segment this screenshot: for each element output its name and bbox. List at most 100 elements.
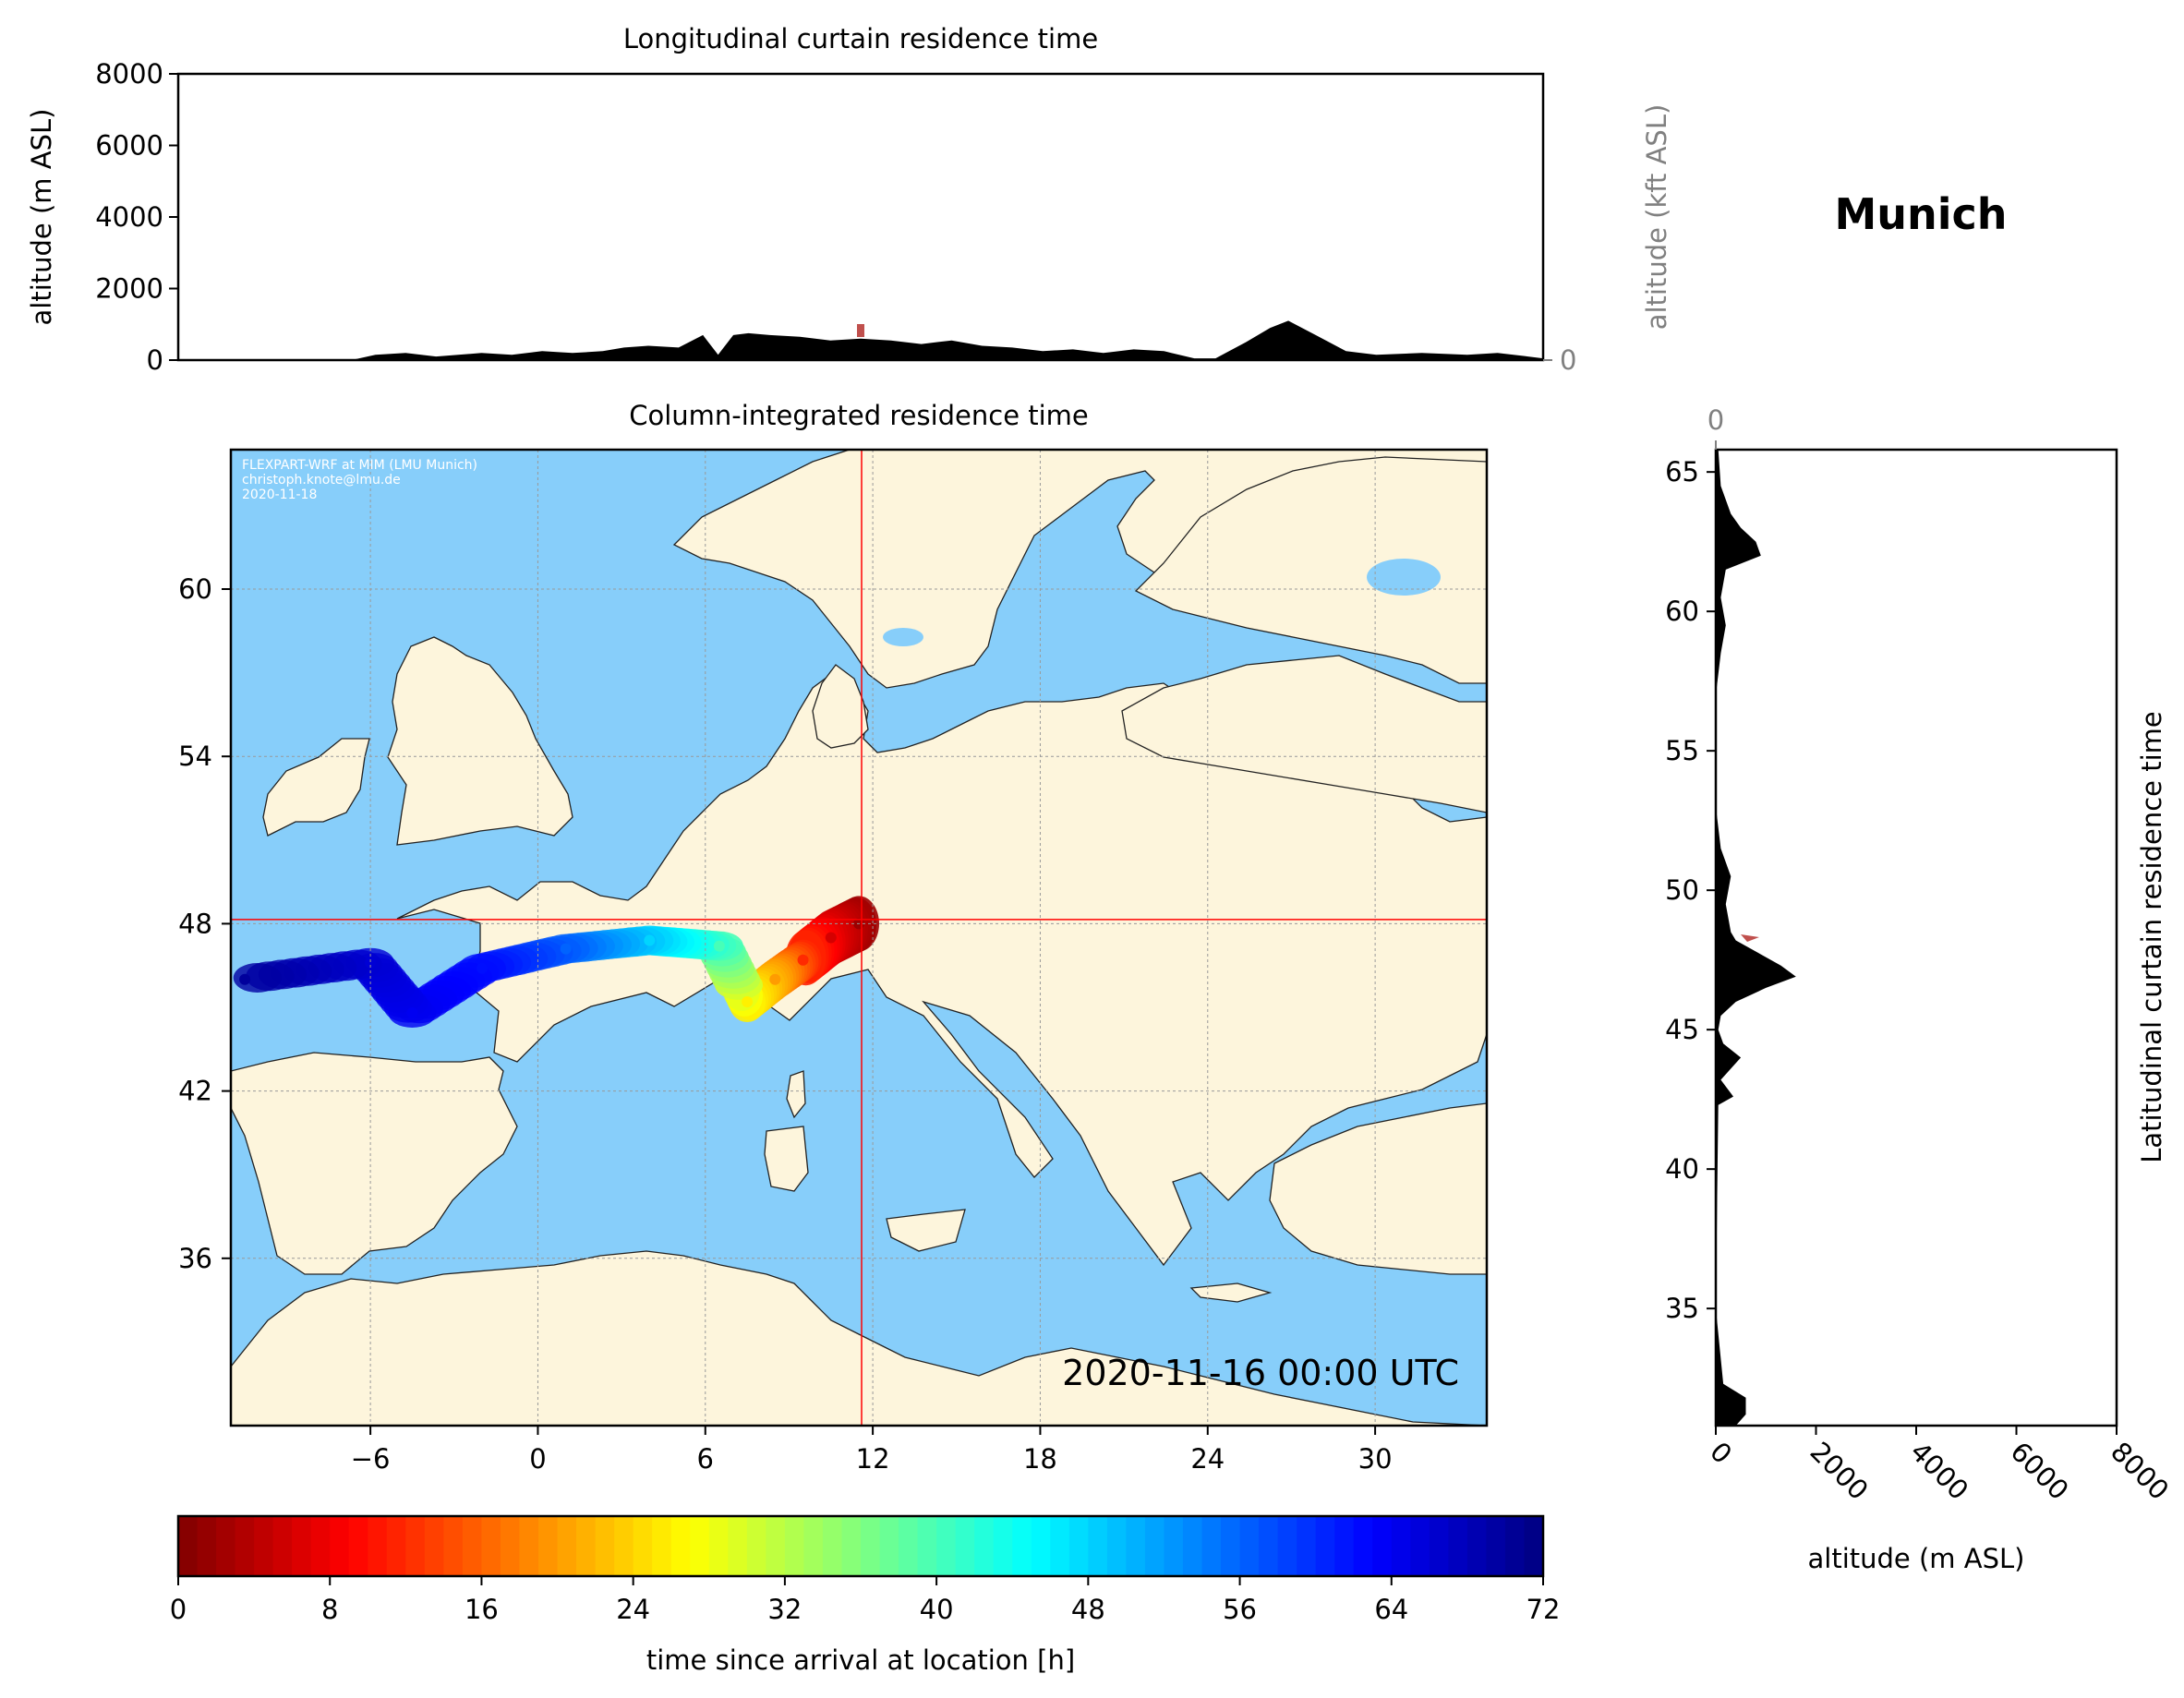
munich-crosshair xyxy=(231,450,1487,1426)
colorbar-tick-label: 8 xyxy=(321,1594,338,1625)
land-north-africa xyxy=(231,1250,1487,1426)
colorbar-cell xyxy=(178,1516,199,1576)
colorbar-cell xyxy=(368,1516,388,1576)
longitudinal-curtain-panel: Longitudinal curtain residence time 0 200… xyxy=(26,23,1672,376)
right-ytick-label: 40 xyxy=(1665,1153,1699,1185)
colorbar-cell xyxy=(993,1516,1013,1576)
colorbar-cell xyxy=(235,1516,255,1576)
land-crete xyxy=(1189,1283,1273,1303)
colorbar-cell xyxy=(936,1516,957,1576)
colorbar-cell xyxy=(974,1516,995,1576)
colorbar-cell xyxy=(405,1516,426,1576)
residence-marker xyxy=(857,324,864,337)
land-continental-europe xyxy=(396,673,1487,1267)
right-xtick-label: 0 xyxy=(1704,1436,1738,1470)
right-xtick-label: 4000 xyxy=(1904,1436,1974,1506)
colorbar-cell xyxy=(708,1516,729,1576)
colorbar-tick-label: 16 xyxy=(465,1594,499,1625)
colorbar-cell xyxy=(1315,1516,1335,1576)
colorbar-cell xyxy=(670,1516,691,1576)
colorbar-cell xyxy=(746,1516,766,1576)
map-title: Column-integrated residence time xyxy=(629,400,1089,431)
colorbar-frame xyxy=(176,1514,1545,1578)
top-ytick-label: 4000 xyxy=(95,201,163,233)
longitudinal-terrain-profile xyxy=(178,320,1543,360)
colorbar-cell xyxy=(292,1516,312,1576)
map-xtick-label: 12 xyxy=(856,1443,890,1475)
colorbar-cell xyxy=(1221,1516,1241,1576)
colorbar-cell xyxy=(595,1516,615,1576)
colorbar-tick-label: 24 xyxy=(616,1594,650,1625)
plume-point xyxy=(477,962,488,974)
top-ytick-label: 8000 xyxy=(95,58,163,90)
colorbar-tick-label: 32 xyxy=(767,1594,802,1625)
inset-credit-2: christoph.knote@lmu.de xyxy=(242,473,401,488)
colorbar-cell xyxy=(1259,1516,1279,1576)
right-ytick-label: 45 xyxy=(1665,1014,1699,1045)
colorbar-cell xyxy=(272,1516,293,1576)
land-sardinia xyxy=(764,1126,809,1192)
residence-time-plume xyxy=(233,896,879,1028)
map-axes-frame xyxy=(229,448,1489,1427)
inset-credit-3: 2020-11-18 xyxy=(242,488,317,502)
land-ireland xyxy=(262,738,370,837)
right-xtick-label: 6000 xyxy=(2005,1436,2075,1506)
latitudinal-terrain-profile xyxy=(1716,450,1796,1426)
colorbar-cell xyxy=(879,1516,899,1576)
land-sicily xyxy=(886,1209,966,1252)
colorbar-cell xyxy=(899,1516,919,1576)
colorbar-tick-label: 0 xyxy=(170,1594,187,1625)
right-ytick-label: 35 xyxy=(1665,1293,1699,1324)
lake-vanern xyxy=(883,628,923,646)
plume-point xyxy=(644,934,656,946)
colorbar-cell xyxy=(1353,1516,1373,1576)
kft-y-axis: 050100 xyxy=(1543,344,1576,376)
right-ytick-label: 65 xyxy=(1665,456,1699,488)
map-xtick-label: 6 xyxy=(697,1443,714,1475)
colorbar-cell xyxy=(1334,1516,1355,1576)
plume-point xyxy=(742,996,754,1007)
colorbar-cell xyxy=(652,1516,672,1576)
colorbar-cell xyxy=(443,1516,464,1576)
colorbar-cell xyxy=(1297,1516,1317,1576)
top-ytick-label: 6000 xyxy=(95,130,163,162)
lake-ladoga xyxy=(1367,559,1441,596)
colorbar-cell xyxy=(728,1516,748,1576)
map-xtick-label: 0 xyxy=(529,1443,546,1475)
colorbar-cell xyxy=(1372,1516,1393,1576)
inset-credit-1: FLEXPART-WRF at MIM (LMU Munich) xyxy=(242,458,477,473)
colorbar-cell xyxy=(917,1516,937,1576)
colorbar-tick-label: 72 xyxy=(1526,1594,1561,1625)
colorbar-cell xyxy=(1050,1516,1070,1576)
colorbar-cell xyxy=(197,1516,217,1576)
colorbar-ticks: 0 8 16 24 32 40 48 56 64 72 xyxy=(170,1576,1561,1625)
colorbar-cell xyxy=(1429,1516,1449,1576)
colorbar-tick-label: 48 xyxy=(1071,1594,1105,1625)
right-ytick-label: 50 xyxy=(1665,874,1699,906)
colorbar-label: time since arrival at location [h] xyxy=(646,1644,1075,1676)
location-title: Munich xyxy=(1834,189,2007,239)
colorbar-cell xyxy=(1068,1516,1089,1576)
colorbar: 0 8 16 24 32 40 48 56 64 72 time since arrival at… xyxy=(170,1514,1561,1676)
plume-point xyxy=(406,1007,418,1018)
top-y2tick-label: 0 xyxy=(1560,344,1576,376)
plume-point xyxy=(713,940,725,952)
longitudinal-y2label: altitude (kft ASL) xyxy=(1641,104,1672,331)
colorbar-cell xyxy=(1031,1516,1051,1576)
land-turkey xyxy=(1269,1102,1487,1275)
right-x2tick-label: 0 xyxy=(1707,404,1724,436)
colorbar-cell xyxy=(1126,1516,1146,1576)
colorbar-cell xyxy=(955,1516,975,1576)
colorbar-cell xyxy=(557,1516,577,1576)
latitudinal-axes-frame xyxy=(1714,448,2118,1427)
longitudinal-title: Longitudinal curtain residence time xyxy=(623,23,1098,54)
colorbar-cell xyxy=(1486,1516,1506,1576)
colorbar-cell xyxy=(348,1516,368,1576)
plume-point xyxy=(825,932,837,944)
colorbar-cell xyxy=(386,1516,406,1576)
right-ytick-label: 55 xyxy=(1665,735,1699,766)
map-gridlines xyxy=(231,450,1487,1426)
colorbar-cell xyxy=(424,1516,444,1576)
